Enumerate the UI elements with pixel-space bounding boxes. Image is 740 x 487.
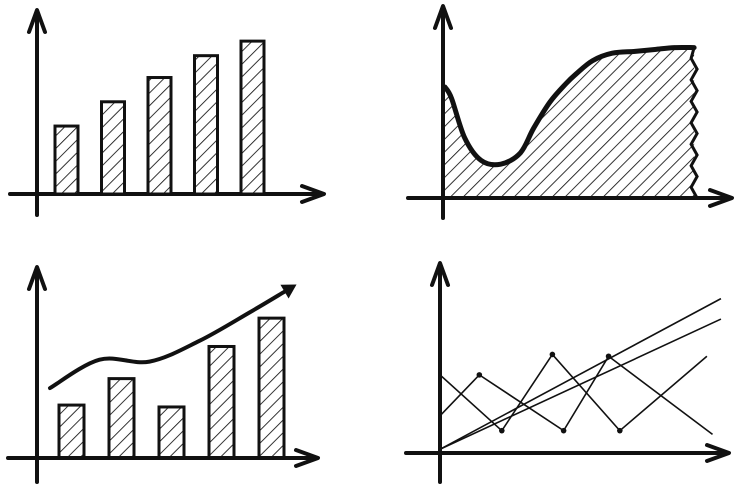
area-curve-line [442,44,697,168]
bar-4 [193,54,219,196]
series-2-point-2 [560,427,567,434]
y-axis-arrowhead [433,4,453,30]
x-axis-arrowhead [708,188,734,208]
y-axis-arrowhead [27,265,47,291]
area-right-edge [689,47,699,199]
y-axis-arrowhead [27,8,47,34]
area-fill [445,47,695,198]
bar-3 [157,405,186,460]
series-1-point-3 [617,427,623,434]
bar-3 [146,76,173,196]
trend-line [48,289,287,391]
series-2-line [439,355,714,436]
x-axis-arrowhead [294,448,320,468]
bar-4 [207,344,236,460]
bar-5 [257,316,286,460]
series-4-line [439,318,722,451]
x-axis-arrowhead [705,443,731,463]
trend-arrowhead [280,284,297,299]
y-axis-arrowhead [430,261,450,287]
bar-5 [239,39,266,196]
bar-1 [57,403,86,460]
bar-trend-chart-bottom-left [6,265,320,484]
series-1-point-2 [549,351,556,358]
series-2-point-1 [476,372,483,378]
x-axis-arrowhead [300,184,326,204]
series-1-line [439,353,708,432]
bar-2 [100,100,126,196]
series-1-point-1 [499,427,505,434]
series-3-line [439,297,722,450]
area-chart-top-right [406,4,734,220]
line-chart-bottom-right [404,261,731,484]
bar-chart-top-left [8,8,326,217]
bar-2 [107,377,136,460]
bar-1 [53,124,80,196]
